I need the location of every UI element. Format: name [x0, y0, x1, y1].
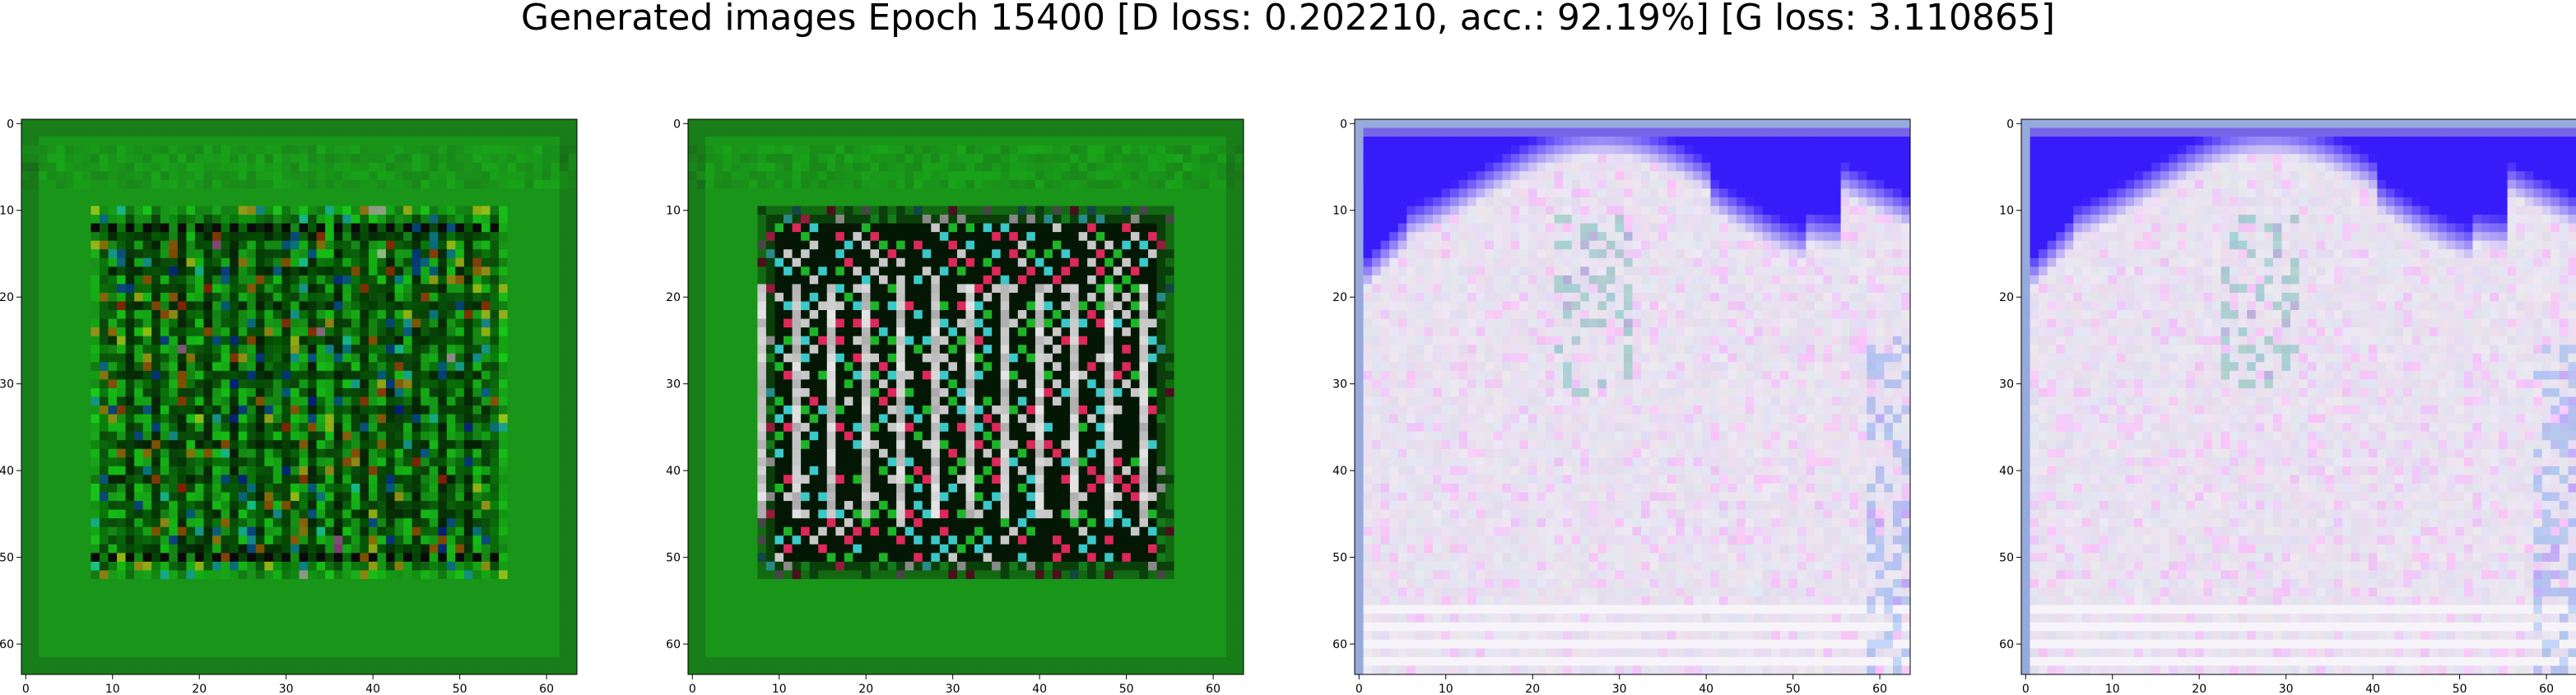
x-tick-label: 50: [2453, 683, 2467, 695]
y-tick-label: 10: [1332, 205, 1347, 218]
image-pixels: [2021, 119, 2576, 674]
x-tick-label: 40: [1032, 683, 1047, 695]
x-tick-label: 20: [192, 683, 207, 695]
y-tick-label: 40: [0, 465, 14, 478]
y-tick-label: 40: [1332, 465, 1347, 478]
y-tick-label: 60: [1332, 638, 1347, 651]
y-tick-label: 0: [1340, 118, 1347, 131]
y-tick-label: 30: [666, 378, 681, 392]
y-tick-label: 20: [1999, 291, 2014, 304]
x-tick-label: 0: [689, 683, 696, 695]
x-tick-label: 30: [2279, 683, 2294, 695]
image-pixels: [1355, 119, 1910, 674]
y-tick-label: 20: [1332, 291, 1347, 304]
x-tick-label: 10: [2105, 683, 2120, 695]
x-tick-label: 40: [2365, 683, 2380, 695]
x-tick-label: 60: [2539, 683, 2554, 695]
y-tick-label: 30: [0, 378, 14, 392]
y-tick-label: 10: [0, 205, 14, 218]
x-tick-label: 60: [1872, 683, 1887, 695]
y-tick-label: 30: [1999, 378, 2014, 392]
x-tick-label: 40: [365, 683, 380, 695]
y-tick-label: 0: [2006, 118, 2014, 131]
x-tick-label: 50: [453, 683, 467, 695]
y-tick-label: 60: [0, 638, 14, 651]
y-tick-label: 60: [1999, 638, 2014, 651]
y-tick-label: 10: [666, 205, 681, 218]
y-tick-label: 20: [666, 291, 681, 304]
x-tick-label: 60: [1206, 683, 1221, 695]
x-tick-label: 40: [1699, 683, 1713, 695]
x-tick-label: 30: [279, 683, 294, 695]
y-tick-label: 50: [1999, 552, 2014, 565]
y-tick-label: 30: [1332, 378, 1347, 392]
x-tick-label: 0: [1355, 683, 1363, 695]
y-tick-label: 50: [0, 552, 14, 565]
y-tick-label: 20: [0, 291, 14, 304]
x-tick-label: 0: [22, 683, 30, 695]
y-tick-label: 40: [666, 465, 681, 478]
x-tick-label: 30: [1612, 683, 1627, 695]
x-tick-label: 20: [2192, 683, 2206, 695]
x-tick-label: 0: [2022, 683, 2030, 695]
y-tick-label: 0: [7, 118, 14, 131]
x-tick-label: 10: [105, 683, 120, 695]
image-pixels: [21, 119, 577, 674]
y-tick-label: 50: [1332, 552, 1347, 565]
figure-title: Generated images Epoch 15400 [D loss: 0.…: [0, 0, 2576, 36]
x-tick-label: 10: [772, 683, 787, 695]
y-tick-label: 0: [673, 118, 681, 131]
image-pixels: [688, 119, 1244, 674]
y-tick-label: 50: [666, 552, 681, 565]
y-tick-label: 60: [666, 638, 681, 651]
x-tick-label: 60: [539, 683, 554, 695]
x-tick-label: 30: [946, 683, 960, 695]
y-tick-label: 10: [1999, 205, 2014, 218]
x-tick-label: 10: [1439, 683, 1453, 695]
x-tick-label: 50: [1786, 683, 1801, 695]
x-tick-label: 50: [1119, 683, 1134, 695]
y-tick-label: 40: [1999, 465, 2014, 478]
x-tick-label: 20: [1525, 683, 1540, 695]
x-tick-label: 20: [858, 683, 873, 695]
